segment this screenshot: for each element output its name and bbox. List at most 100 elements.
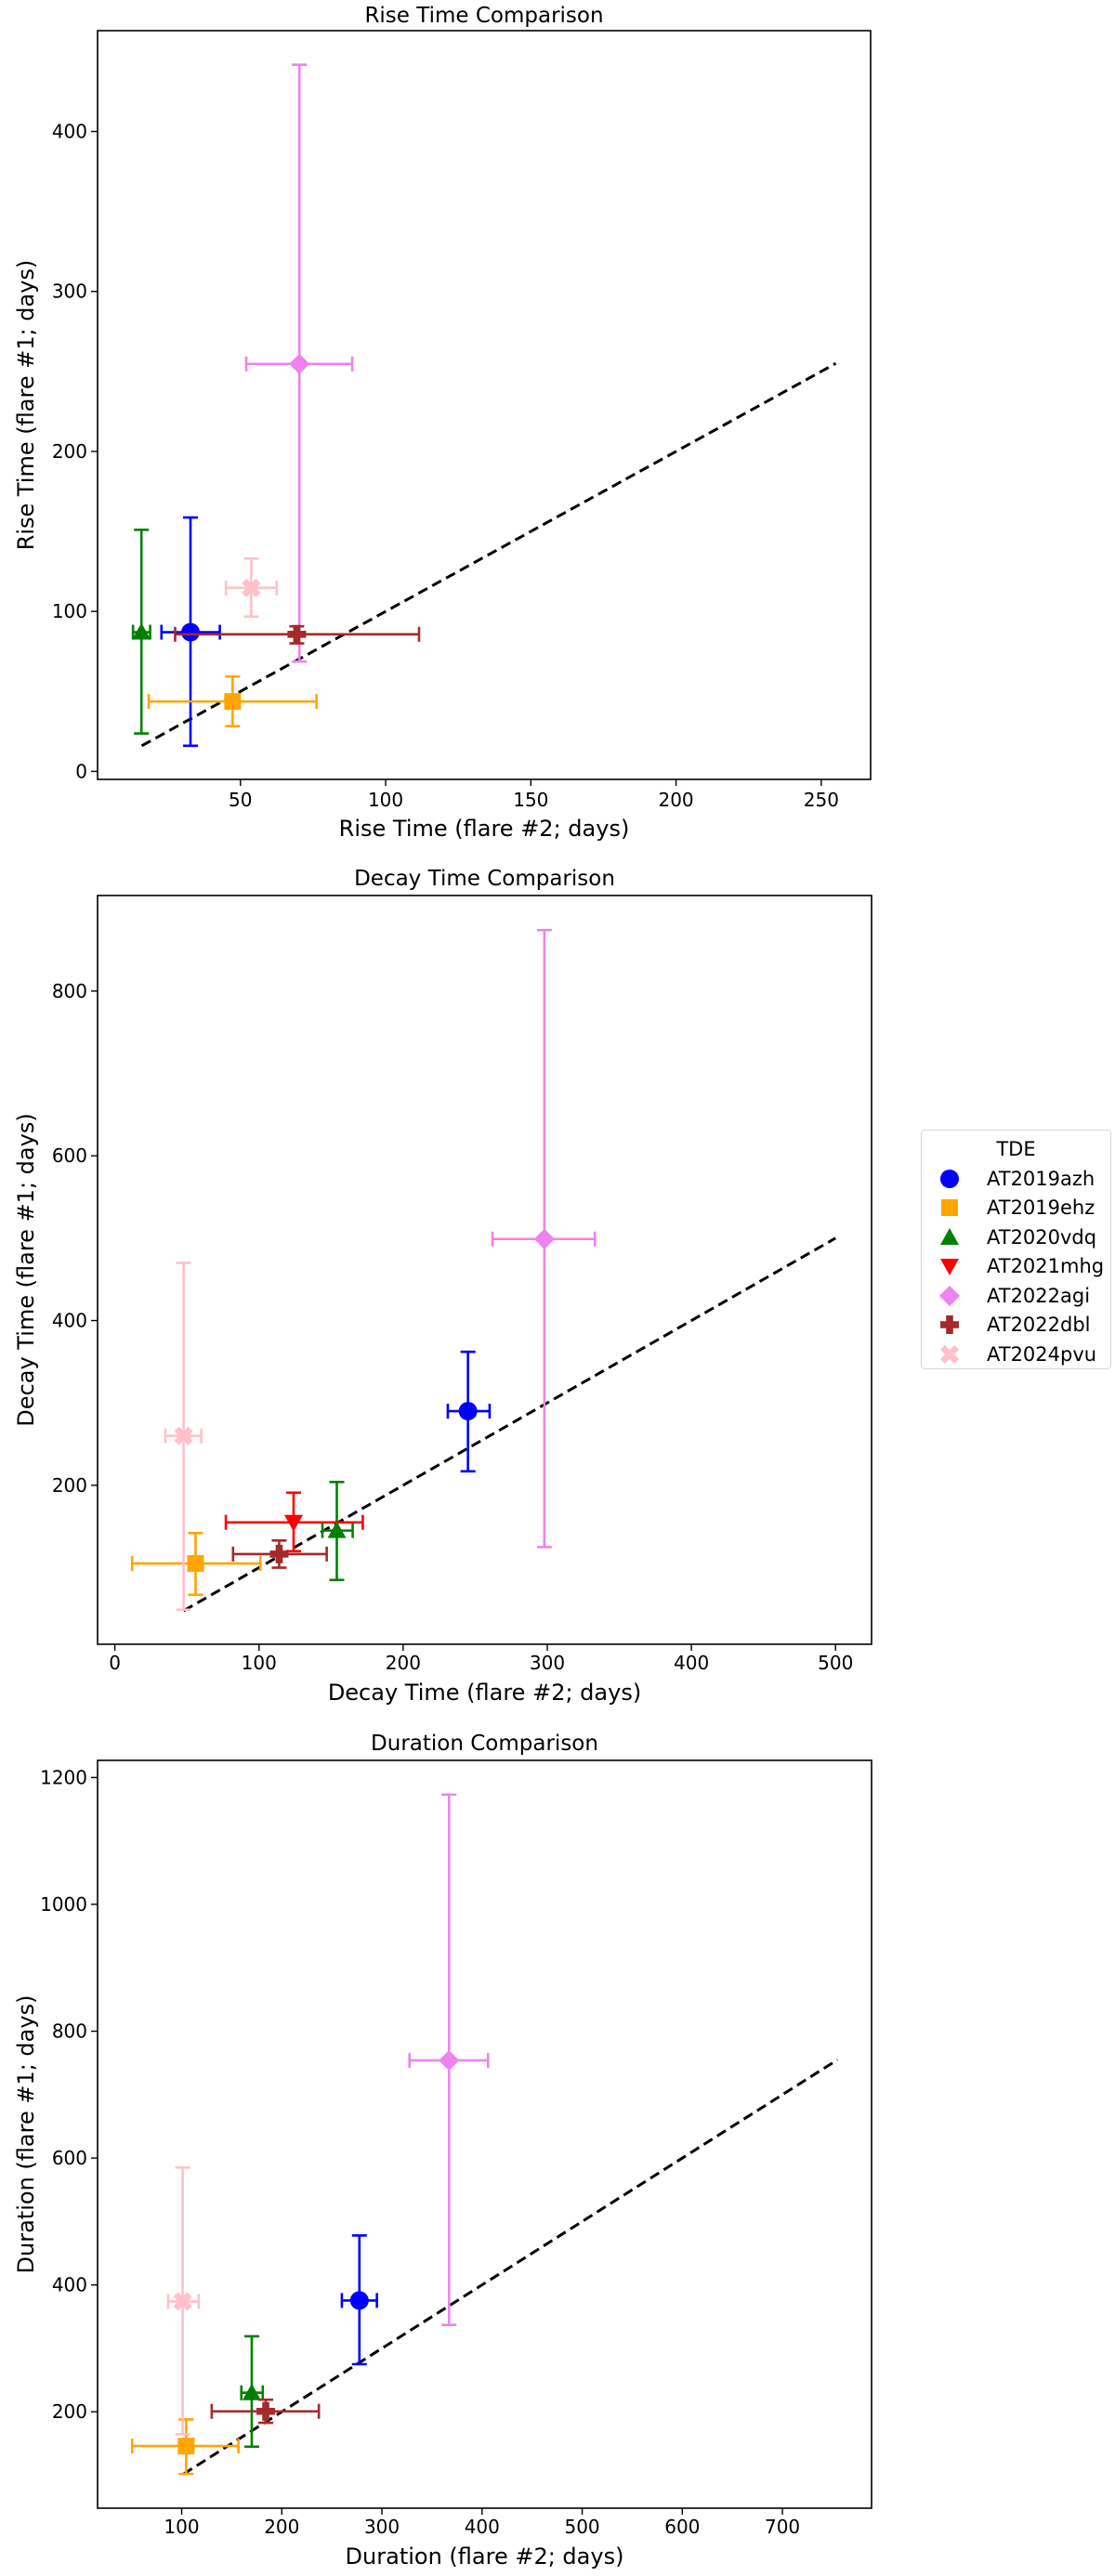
legend-marker-x-icon [940, 1344, 959, 1364]
marker-x [940, 1344, 959, 1364]
y-tick-label: 300 [52, 281, 87, 303]
marker-x-stroke [940, 1344, 959, 1364]
data-point-AT2019ehz [130, 1531, 262, 1597]
x-tick-label: 100 [164, 2516, 199, 2538]
x-axis-label: Decay Time (flare #2; days) [328, 1680, 641, 1706]
legend-entry: AT2022dbl [922, 1311, 1110, 1340]
data-point-AT2019azh [160, 516, 221, 748]
marker-triangle-down [283, 1514, 303, 1532]
marker-diamond [533, 1228, 555, 1249]
x-tick-label: 200 [386, 1652, 421, 1674]
marker-triangle-up [242, 2383, 261, 2400]
marker-plus [940, 1315, 959, 1335]
marker-x [242, 578, 261, 597]
marker-circle [458, 1402, 478, 1421]
x-tick-label: 100 [368, 789, 403, 811]
chart-0: Rise Time Comparison 50 100 150 200 250 0 100 20… [13, 4, 872, 842]
chart-2: Duration Comparison 100 200 300 400 500 600 700… [13, 1732, 872, 2569]
chart-1: Decay Time Comparison 0 100 200 300 400 500 200… [13, 867, 872, 1706]
legend-marker-plus-icon [940, 1315, 959, 1335]
y-tick-label: 600 [52, 1144, 87, 1167]
legend-label: AT2022agi [987, 1284, 1091, 1307]
x-tick-label: 200 [658, 789, 693, 811]
legend-marker-diamond-icon [939, 1285, 960, 1306]
x-tick-label: 300 [364, 2516, 400, 2538]
x-tick-label: 150 [513, 789, 548, 811]
data-point-AT2020vdq [321, 1481, 354, 1582]
legend: TDE AT2019azh AT2019ehz AT2020vdq AT2021mhg… [921, 1130, 1111, 1369]
marker-plus [256, 2401, 276, 2421]
x-tick-label: 600 [664, 2516, 700, 2538]
marker-triangle-up [132, 622, 151, 640]
data-point-AT2022agi [408, 1793, 490, 2326]
data-point-AT2019ehz [130, 2418, 240, 2476]
data-point-AT2019azh [446, 1350, 492, 1473]
data-point-AT2022agi [491, 928, 597, 1549]
legend-label: AT2020vdq [987, 1225, 1097, 1249]
data-point-AT2020vdq [131, 529, 151, 735]
y-tick-label: 400 [52, 121, 87, 143]
y-tick-label: 200 [52, 2400, 87, 2423]
data-point-AT2021mhg [224, 1491, 364, 1553]
y-axis-label: Rise Time (flare #1; days) [13, 260, 39, 551]
chart-title: Duration Comparison [371, 1732, 598, 1756]
marker-plus [269, 1544, 289, 1563]
legend-entry: AT2022agi [922, 1281, 1110, 1311]
marker-circle [940, 1169, 959, 1188]
x-tick-label: 100 [242, 1652, 277, 1674]
y-tick-label: 100 [52, 600, 87, 622]
y-tick-label: 800 [52, 2020, 87, 2043]
data-point-AT2022dbl [210, 2398, 321, 2425]
marker-x-stroke [242, 578, 261, 597]
y-tick-label: 0 [75, 760, 87, 782]
x-tick-label: 300 [530, 1652, 565, 1674]
legend-entry: AT2024pvu [922, 1340, 1110, 1369]
y-tick-label: 400 [52, 1310, 87, 1332]
x-axis-label: Rise Time (flare #2; days) [339, 816, 630, 842]
marker-circle [181, 622, 201, 642]
chart-title: Decay Time Comparison [354, 867, 615, 891]
x-tick-label: 400 [465, 2516, 500, 2538]
x-tick-label: 50 [229, 789, 252, 811]
legend-marker-square-icon [941, 1199, 958, 1217]
data-point-AT2020vdq [240, 2334, 265, 2449]
y-tick-label: 400 [52, 2274, 87, 2296]
marker-triangle-down [940, 1259, 959, 1276]
legend-entry: AT2019ehz [922, 1194, 1110, 1223]
legend-title: TDE [996, 1138, 1036, 1160]
y-tick-label: 200 [52, 1474, 87, 1497]
marker-x-stroke [173, 2292, 192, 2311]
marker-plus [287, 624, 307, 644]
marker-diamond [289, 353, 310, 374]
data-point-AT2024pvu [164, 1262, 203, 1612]
legend-label: AT2019azh [987, 1167, 1095, 1190]
x-axis-label: Duration (flare #2; days) [346, 2543, 624, 2569]
data-point-AT2024pvu [166, 2166, 201, 2436]
y-axis-label: Decay Time (flare #1; days) [13, 1113, 39, 1426]
legend-marker-circle-icon [940, 1169, 959, 1188]
y-tick-label: 600 [52, 2147, 87, 2169]
plot-area [97, 30, 872, 780]
legend-label: AT2019ehz [987, 1196, 1095, 1220]
x-tick-label: 700 [765, 2516, 800, 2538]
plot-area [97, 895, 872, 1645]
x-tick-label: 400 [674, 1652, 709, 1674]
y-tick-label: 200 [52, 440, 87, 463]
legend-entry: AT2021mhg [922, 1252, 1110, 1282]
marker-square [187, 1555, 204, 1573]
data-point-AT2022dbl [231, 1538, 328, 1569]
marker-triangle-up [940, 1227, 959, 1245]
y-tick-label: 1200 [40, 1766, 87, 1788]
data-point-AT2024pvu [224, 557, 279, 619]
data-point-AT2022dbl [174, 624, 421, 645]
one-to-one-line [182, 2059, 839, 2476]
x-tick-label: 0 [109, 1652, 121, 1674]
marker-diamond [439, 2049, 460, 2071]
plot-area [97, 1759, 872, 2509]
legend-label: AT2024pvu [987, 1342, 1097, 1366]
y-tick-label: 800 [52, 980, 87, 1002]
x-tick-label: 500 [564, 2516, 599, 2538]
marker-circle [349, 2291, 369, 2310]
chart-title: Rise Time Comparison [364, 4, 603, 28]
